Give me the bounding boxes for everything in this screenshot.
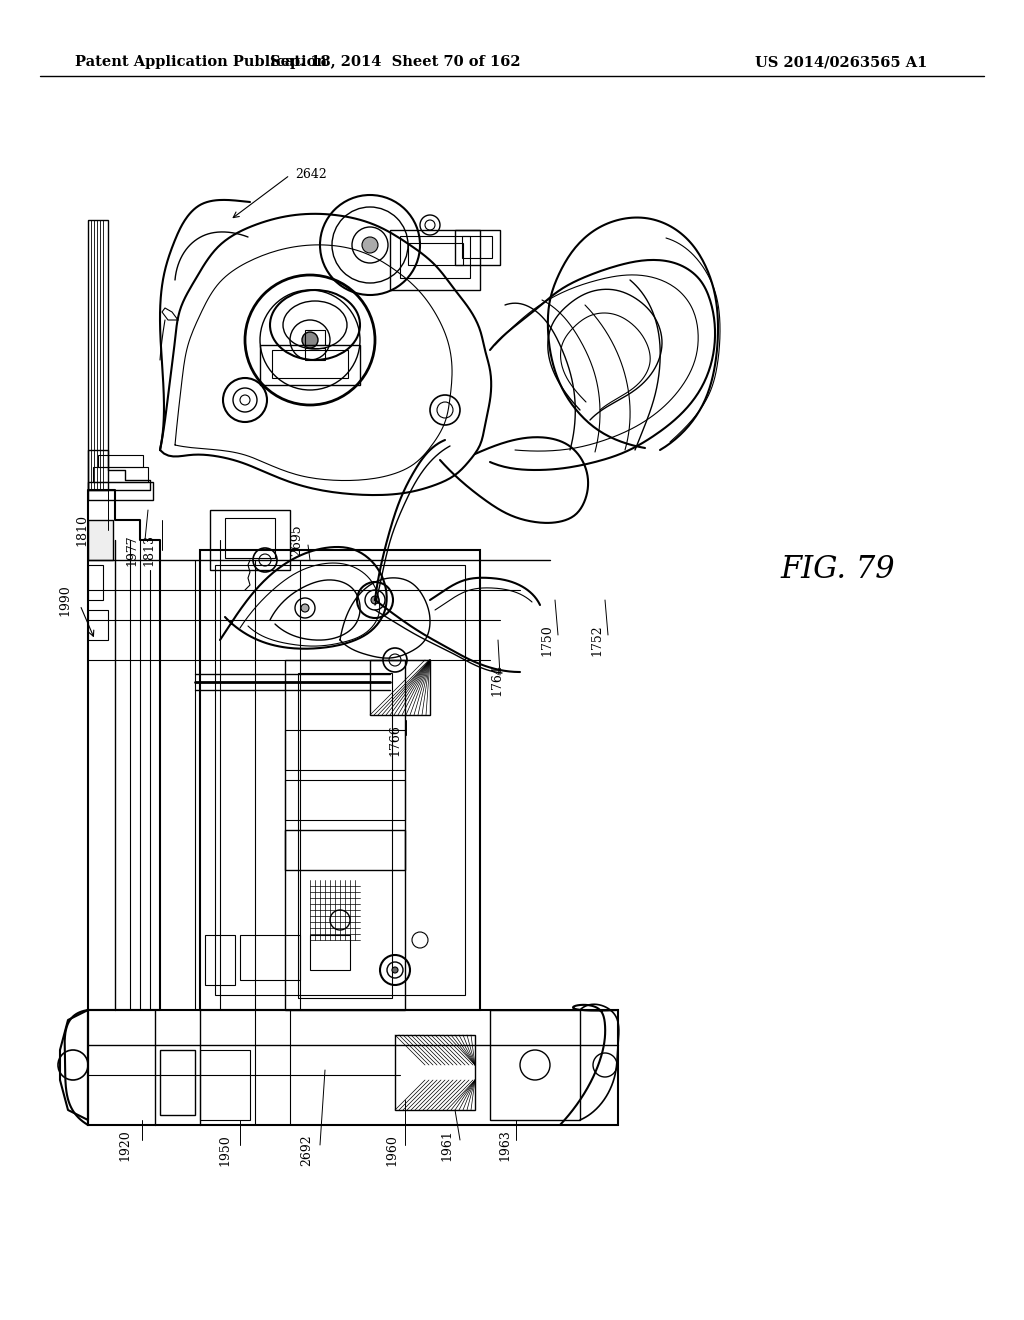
Text: 1810: 1810 bbox=[75, 513, 88, 546]
Text: 1920: 1920 bbox=[118, 1129, 131, 1160]
Text: FIG. 79: FIG. 79 bbox=[780, 554, 895, 586]
Bar bbox=[298, 673, 392, 998]
Text: 1766: 1766 bbox=[388, 725, 401, 756]
Bar bbox=[240, 935, 300, 979]
Bar bbox=[98, 455, 143, 467]
Bar bbox=[205, 935, 234, 985]
Text: 1963: 1963 bbox=[498, 1129, 511, 1160]
Text: US 2014/0263565 A1: US 2014/0263565 A1 bbox=[755, 55, 928, 69]
Bar bbox=[88, 565, 103, 601]
Circle shape bbox=[301, 605, 309, 612]
Text: 1764: 1764 bbox=[490, 664, 503, 696]
Bar bbox=[462, 236, 492, 257]
Circle shape bbox=[362, 238, 378, 253]
Bar bbox=[490, 1010, 580, 1119]
Bar bbox=[310, 935, 350, 970]
Bar bbox=[285, 660, 406, 1010]
Bar bbox=[200, 1049, 250, 1119]
Text: 1990: 1990 bbox=[58, 585, 71, 616]
Circle shape bbox=[302, 333, 318, 348]
Bar bbox=[370, 660, 430, 715]
Bar bbox=[272, 350, 348, 378]
Text: Sep. 18, 2014  Sheet 70 of 162: Sep. 18, 2014 Sheet 70 of 162 bbox=[269, 55, 520, 69]
Bar bbox=[285, 730, 406, 770]
Bar bbox=[285, 830, 406, 870]
Bar bbox=[200, 550, 480, 1010]
Bar bbox=[88, 220, 108, 490]
Text: 1960: 1960 bbox=[385, 1134, 398, 1166]
Bar bbox=[395, 1035, 475, 1110]
Text: 1977: 1977 bbox=[125, 535, 138, 566]
Text: Patent Application Publication: Patent Application Publication bbox=[75, 55, 327, 69]
Bar bbox=[88, 482, 153, 500]
Text: 1961: 1961 bbox=[440, 1129, 453, 1160]
Bar bbox=[210, 510, 290, 570]
Bar bbox=[285, 780, 406, 820]
Text: 2695: 2695 bbox=[290, 524, 303, 556]
Bar bbox=[305, 330, 325, 345]
Bar bbox=[305, 348, 325, 360]
Text: 1813: 1813 bbox=[142, 535, 155, 566]
Bar bbox=[160, 1049, 195, 1115]
Text: 1750: 1750 bbox=[540, 624, 553, 656]
Bar bbox=[93, 467, 148, 482]
Bar bbox=[260, 345, 360, 385]
Text: 2692: 2692 bbox=[300, 1134, 313, 1166]
Bar bbox=[88, 610, 108, 640]
Bar bbox=[88, 520, 113, 560]
Circle shape bbox=[392, 968, 398, 973]
Text: 1950: 1950 bbox=[218, 1134, 231, 1166]
Text: 2642: 2642 bbox=[295, 169, 327, 181]
Text: 1752: 1752 bbox=[590, 624, 603, 656]
Bar bbox=[88, 1010, 618, 1125]
Bar bbox=[390, 230, 480, 290]
Bar bbox=[400, 236, 470, 279]
Bar bbox=[225, 517, 275, 558]
Circle shape bbox=[371, 597, 379, 605]
Bar bbox=[455, 230, 500, 265]
Bar bbox=[215, 565, 465, 995]
Bar bbox=[408, 243, 463, 265]
